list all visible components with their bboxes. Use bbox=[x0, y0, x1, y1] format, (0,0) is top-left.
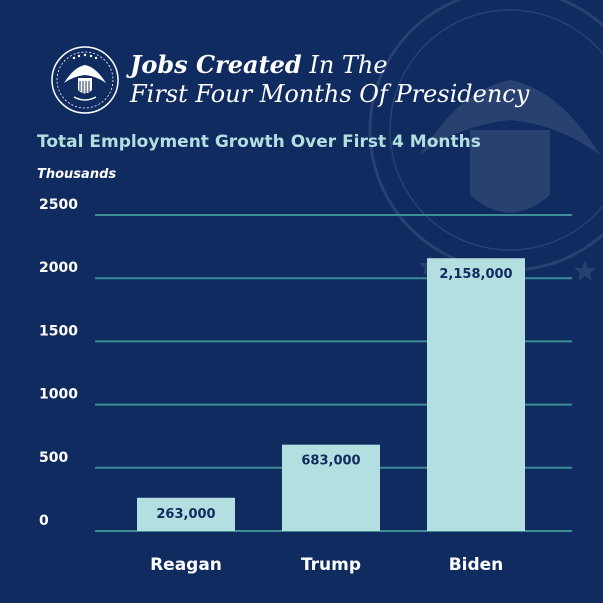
x-tick-label: Reagan bbox=[150, 555, 222, 575]
y-tick-label: 2500 bbox=[39, 197, 78, 213]
chart-title: Total Employment Growth Over First 4 Mon… bbox=[37, 132, 481, 152]
page-title: Jobs Created In The First Four Months Of… bbox=[130, 50, 529, 109]
x-tick-label: Biden bbox=[449, 555, 504, 575]
y-axis-label: Thousands bbox=[37, 167, 117, 182]
y-tick-label: 1500 bbox=[39, 323, 78, 339]
data-label: 2,158,000 bbox=[439, 267, 512, 282]
y-tick-label: 0 bbox=[39, 513, 49, 529]
bar-biden bbox=[427, 258, 525, 531]
title-rest: In The bbox=[301, 51, 388, 79]
y-tick-label: 2000 bbox=[39, 260, 78, 276]
bar-reagan bbox=[137, 497, 235, 531]
y-tick-label: 500 bbox=[39, 450, 68, 466]
x-tick-label: Trump bbox=[301, 555, 361, 575]
data-label: 683,000 bbox=[301, 454, 360, 469]
presidential-seal-icon bbox=[51, 46, 119, 114]
bar-trump bbox=[282, 444, 380, 531]
data-label: 263,000 bbox=[156, 507, 215, 522]
title-bold: Jobs Created bbox=[130, 50, 302, 79]
y-tick-label: 1000 bbox=[39, 387, 78, 403]
title-line2: First Four Months Of Presidency bbox=[130, 80, 530, 108]
